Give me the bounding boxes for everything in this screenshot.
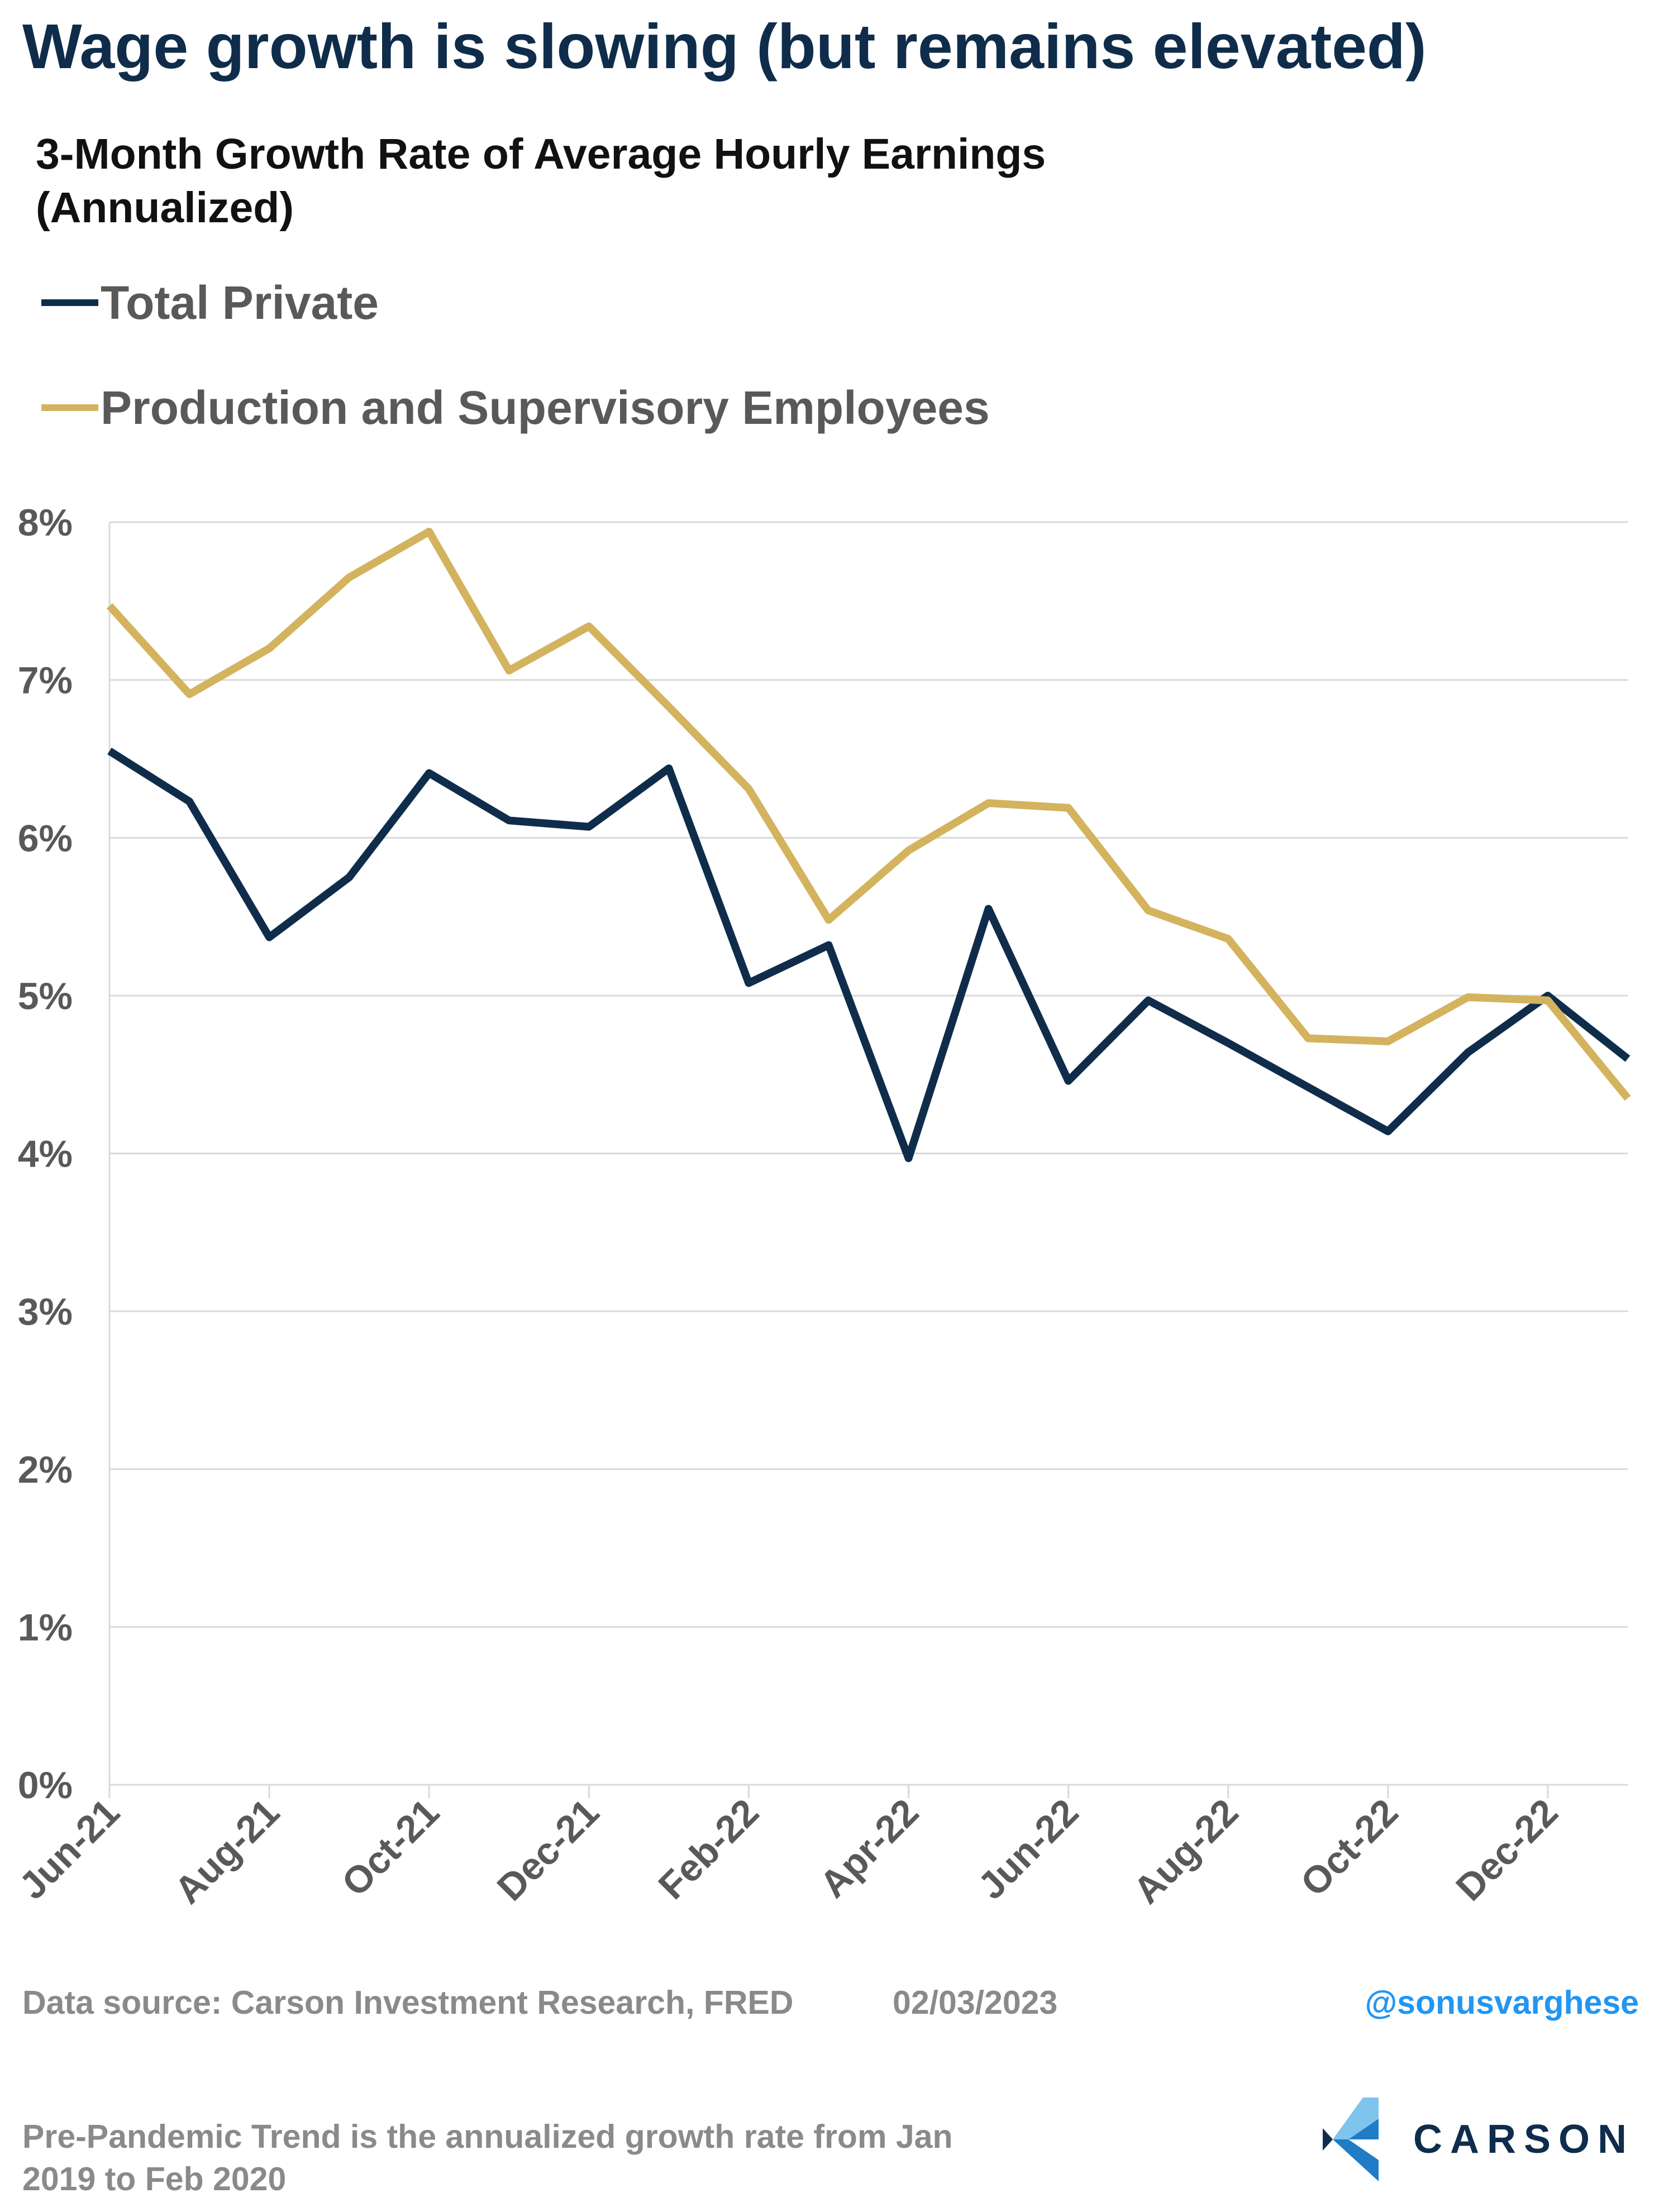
x-tick-label: Oct-21 (333, 1791, 447, 1904)
series-lines (106, 528, 1631, 1162)
legend-label-production-supervisory: Production and Supervisory Employees (101, 381, 990, 434)
y-tick-label: 2% (18, 1449, 73, 1491)
y-tick-label: 1% (18, 1606, 73, 1649)
y-tick-label: 8% (18, 501, 73, 544)
x-tick-label: Jun-22 (970, 1791, 1087, 1908)
series-line-production-supervisory (106, 528, 1631, 1101)
legend-label-total-private: Total Private (101, 276, 379, 329)
x-tick-label: Jun-21 (11, 1791, 128, 1908)
chart-subtitle: 3-Month Growth Rate of Average Hourly Ea… (36, 130, 1046, 232)
headline: Wage growth is slowing (but remains elev… (22, 11, 1427, 82)
x-tick-label: Apr-22 (812, 1791, 927, 1906)
carson-logo-icon (1323, 2098, 1379, 2181)
line-chart: 0% 1% 2% 3% 4% 5% 6% 7% 8% Jun-21 Aug-21 Oct-21 Dec… (11, 501, 1631, 1912)
x-tick-label: Aug-21 (166, 1791, 288, 1912)
carson-logo: CARSON (1323, 2098, 1634, 2181)
publish-date: 02/03/2023 (893, 1984, 1058, 2021)
axes (108, 522, 1628, 1798)
legend-swatch-production-supervisory (41, 404, 98, 411)
x-tick-label: Dec-21 (489, 1791, 607, 1909)
y-tick-label: 3% (18, 1291, 73, 1333)
y-tick-label: 4% (18, 1133, 73, 1176)
twitter-handle[interactable]: @sonusvarghese (1365, 1984, 1639, 2021)
data-source: Data source: Carson Investment Research,… (22, 1984, 794, 2021)
series-line-total-private (107, 747, 1631, 1162)
x-tick-label: Dec-22 (1448, 1791, 1566, 1909)
legend-swatch-total-private (41, 299, 98, 306)
footnote: Pre-Pandemic Trend is the annualized gro… (22, 2118, 953, 2197)
grid-lines (109, 521, 1628, 1628)
y-tick-label: 6% (18, 817, 73, 859)
y-tick-label: 5% (18, 975, 73, 1017)
x-tick-label: Aug-22 (1126, 1791, 1247, 1912)
legend-item-total-private: Total Private (41, 275, 379, 331)
y-tick-label: 0% (18, 1764, 73, 1807)
x-axis-tick-labels: Jun-21 Aug-21 Oct-21 Dec-21 Feb-22 Apr-22 Jun-… (11, 1791, 1566, 1912)
carson-logo-wordmark: CARSON (1413, 2117, 1635, 2162)
legend-item-production-supervisory: Production and Supervisory Employees (41, 380, 990, 436)
x-tick-label: Feb-22 (650, 1791, 767, 1908)
x-tick-label: Oct-22 (1293, 1791, 1406, 1904)
y-axis-tick-labels: 0% 1% 2% 3% 4% 5% 6% 7% 8% (18, 501, 73, 1807)
y-tick-label: 7% (18, 660, 73, 702)
